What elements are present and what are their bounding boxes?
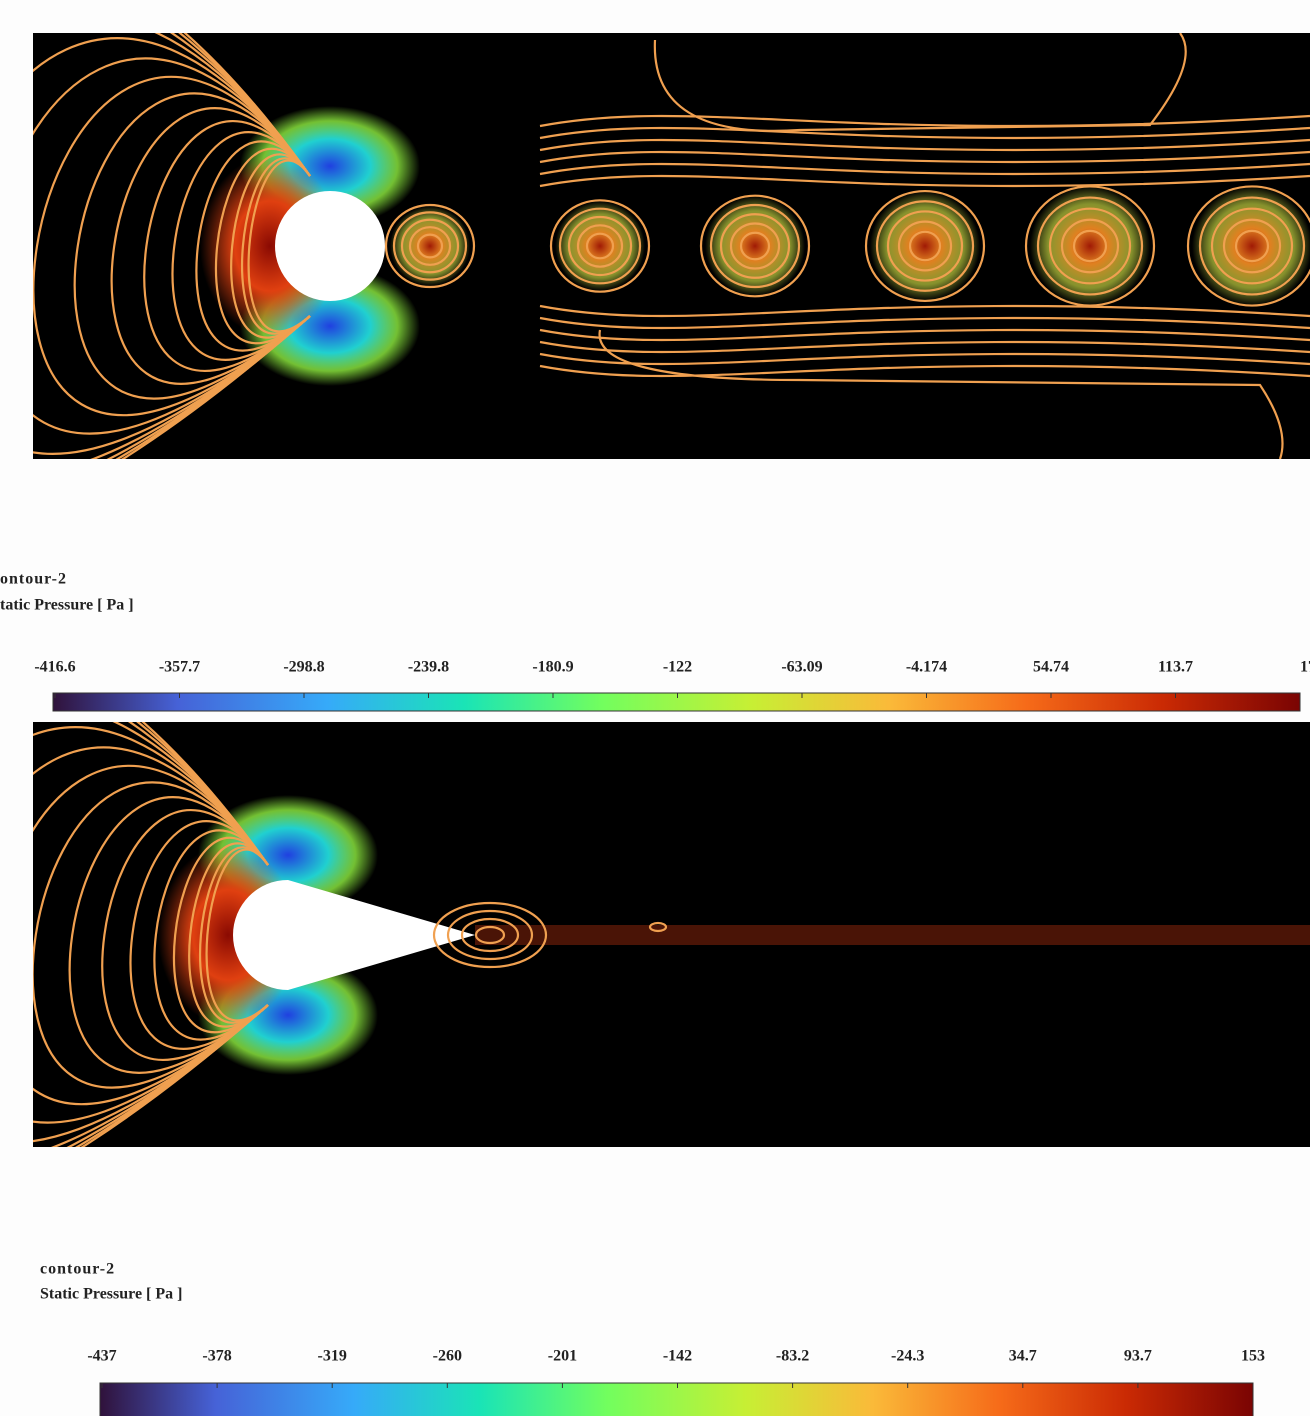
contour-line	[230, 435, 414, 638]
contour-line	[212, 435, 450, 634]
contour-line	[254, 435, 366, 644]
colorbar-tick-label: -357.7	[159, 659, 200, 676]
colorbar-tick-label: 54.74	[1033, 659, 1069, 676]
contour-line	[308, 534, 384, 746]
contour-line	[236, 552, 528, 746]
wake	[475, 925, 1310, 945]
contour-line	[188, 435, 498, 628]
legend-title: ontour-2	[0, 571, 67, 588]
colorbar-tick-label: -122	[663, 659, 692, 676]
contour-line	[200, 435, 474, 631]
contour-line	[272, 435, 330, 649]
colorbar-tick-label: -201	[548, 1348, 577, 1365]
contour-plot	[0, 435, 1310, 1416]
figure: ontour-2 tatic Pressure [ Pa ] contour-2…	[0, 0, 1310, 1416]
legend-label: Static Pressure [ Pa ]	[40, 1286, 182, 1303]
colorbar-tick-label: -378	[202, 1348, 231, 1365]
contour-line	[224, 435, 426, 637]
colorbar-tick-label: -260	[433, 1348, 462, 1365]
contour-line	[272, 543, 456, 746]
vortex	[870, 191, 980, 301]
contour-line	[254, 548, 492, 747]
colorbar-tick-label: -24.3	[891, 1348, 924, 1365]
colorbar-tick-label: -416.6	[34, 659, 75, 676]
contour-line	[314, 533, 372, 747]
colorbar-tick-label: 113.7	[1158, 659, 1193, 676]
contour-line	[242, 551, 516, 747]
contour-line	[230, 554, 540, 747]
colorbar-tick-label: -4.174	[906, 659, 947, 676]
colorbar-tick-label: 172	[1300, 659, 1310, 676]
contour-line	[278, 542, 444, 747]
contour-line	[260, 435, 354, 646]
colorbar-tick-label: -298.8	[283, 659, 324, 676]
colorbar-tick-label: -319	[318, 1348, 347, 1365]
colorbar-tick-label: -142	[663, 1348, 692, 1365]
contour-line	[242, 435, 390, 641]
colorbar-tick-label: -437	[87, 1348, 116, 1365]
colorbar-tick-label: 34.7	[1009, 1348, 1037, 1365]
colorbar-tick-label: -239.8	[408, 659, 449, 676]
contour-line	[302, 536, 396, 747]
legend-label: tatic Pressure [ Pa ]	[0, 597, 134, 614]
contour-line	[248, 549, 504, 746]
colorbar-tick-label: 153	[1241, 1348, 1265, 1365]
contour-line	[206, 435, 462, 632]
colorbar	[53, 693, 1300, 711]
colorbar-tick-label: -180.9	[532, 659, 573, 676]
contour-line	[266, 545, 468, 747]
contour-line	[182, 435, 510, 626]
contour-line	[218, 435, 438, 635]
body	[275, 191, 385, 301]
colorbar-tick-label: 93.7	[1124, 1348, 1152, 1365]
legend-title: contour-2	[40, 1261, 115, 1278]
contour-line	[290, 539, 420, 747]
vortex	[1030, 186, 1150, 306]
contour-line	[224, 555, 552, 746]
contour-line	[236, 435, 402, 640]
contour-line	[284, 540, 432, 746]
colorbar	[100, 1383, 1253, 1416]
contour-line	[260, 546, 480, 746]
contour-line	[296, 537, 408, 746]
contour-line	[266, 435, 342, 647]
contour-line	[248, 435, 378, 643]
contour-line	[194, 435, 486, 629]
colorbar-tick-label: -63.09	[781, 659, 822, 676]
colorbar-tick-label: -83.2	[776, 1348, 809, 1365]
